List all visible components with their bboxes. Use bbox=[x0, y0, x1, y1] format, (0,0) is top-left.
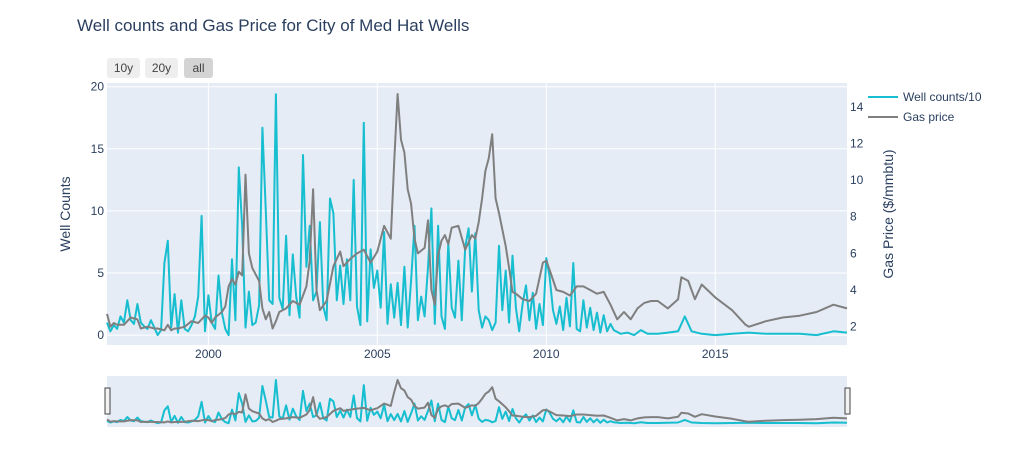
y2-axis-ticks: 2 4 6 8 10 12 14 bbox=[850, 100, 864, 334]
slider-line-well-counts-10 bbox=[106, 379, 848, 425]
y2-tick-label: 12 bbox=[850, 136, 864, 150]
x-tick-label: 2005 bbox=[364, 347, 391, 361]
range-all-button[interactable]: all bbox=[184, 58, 213, 78]
plot-area bbox=[107, 83, 847, 345]
x-tick-label: 2010 bbox=[533, 347, 560, 361]
y-axis-label: Well Counts bbox=[57, 176, 73, 251]
y2-tick-label: 14 bbox=[850, 100, 864, 114]
legend-item-gas-price[interactable]: Gas price bbox=[868, 110, 955, 124]
y2-tick-label: 8 bbox=[850, 210, 857, 224]
chart-title: Well counts and Gas Price for City of Me… bbox=[77, 16, 470, 35]
slider-line-gas-price bbox=[106, 379, 848, 424]
series-line-gas-price bbox=[106, 93, 848, 332]
legend-label-well-counts: Well counts/10 bbox=[903, 90, 982, 104]
y-tick-label: 10 bbox=[91, 204, 105, 218]
legend-item-well-counts[interactable]: Well counts/10 bbox=[868, 90, 982, 104]
y2-axis-label: Gas Price ($/mmbtu) bbox=[880, 149, 896, 278]
y-tick-label: 20 bbox=[91, 80, 105, 94]
y2-tick-label: 10 bbox=[850, 173, 864, 187]
x-axis-ticks: 2000 2005 2010 2015 bbox=[195, 347, 729, 361]
range-slider-right-handle[interactable] bbox=[844, 387, 851, 415]
range-slider-left-handle[interactable] bbox=[104, 387, 111, 415]
x-tick-label: 2000 bbox=[195, 347, 222, 361]
range-10y-button[interactable]: 10y bbox=[107, 58, 140, 78]
x-tick-label: 2015 bbox=[702, 347, 729, 361]
range-slider-lines bbox=[106, 379, 848, 425]
legend-label-gas-price: Gas price bbox=[903, 110, 955, 124]
y-tick-label: 15 bbox=[91, 142, 105, 156]
range-slider[interactable] bbox=[104, 376, 851, 427]
y-tick-label: 5 bbox=[97, 266, 104, 280]
range-20y-button[interactable]: 20y bbox=[145, 58, 178, 78]
main-series-lines bbox=[106, 93, 848, 337]
series-line-well-counts-10 bbox=[106, 93, 848, 337]
y2-tick-label: 4 bbox=[850, 283, 857, 297]
y2-tick-label: 6 bbox=[850, 246, 857, 260]
y-axis-ticks: 0 5 10 15 20 bbox=[91, 80, 105, 342]
y2-tick-label: 2 bbox=[850, 320, 857, 334]
y-tick-label: 0 bbox=[97, 328, 104, 342]
